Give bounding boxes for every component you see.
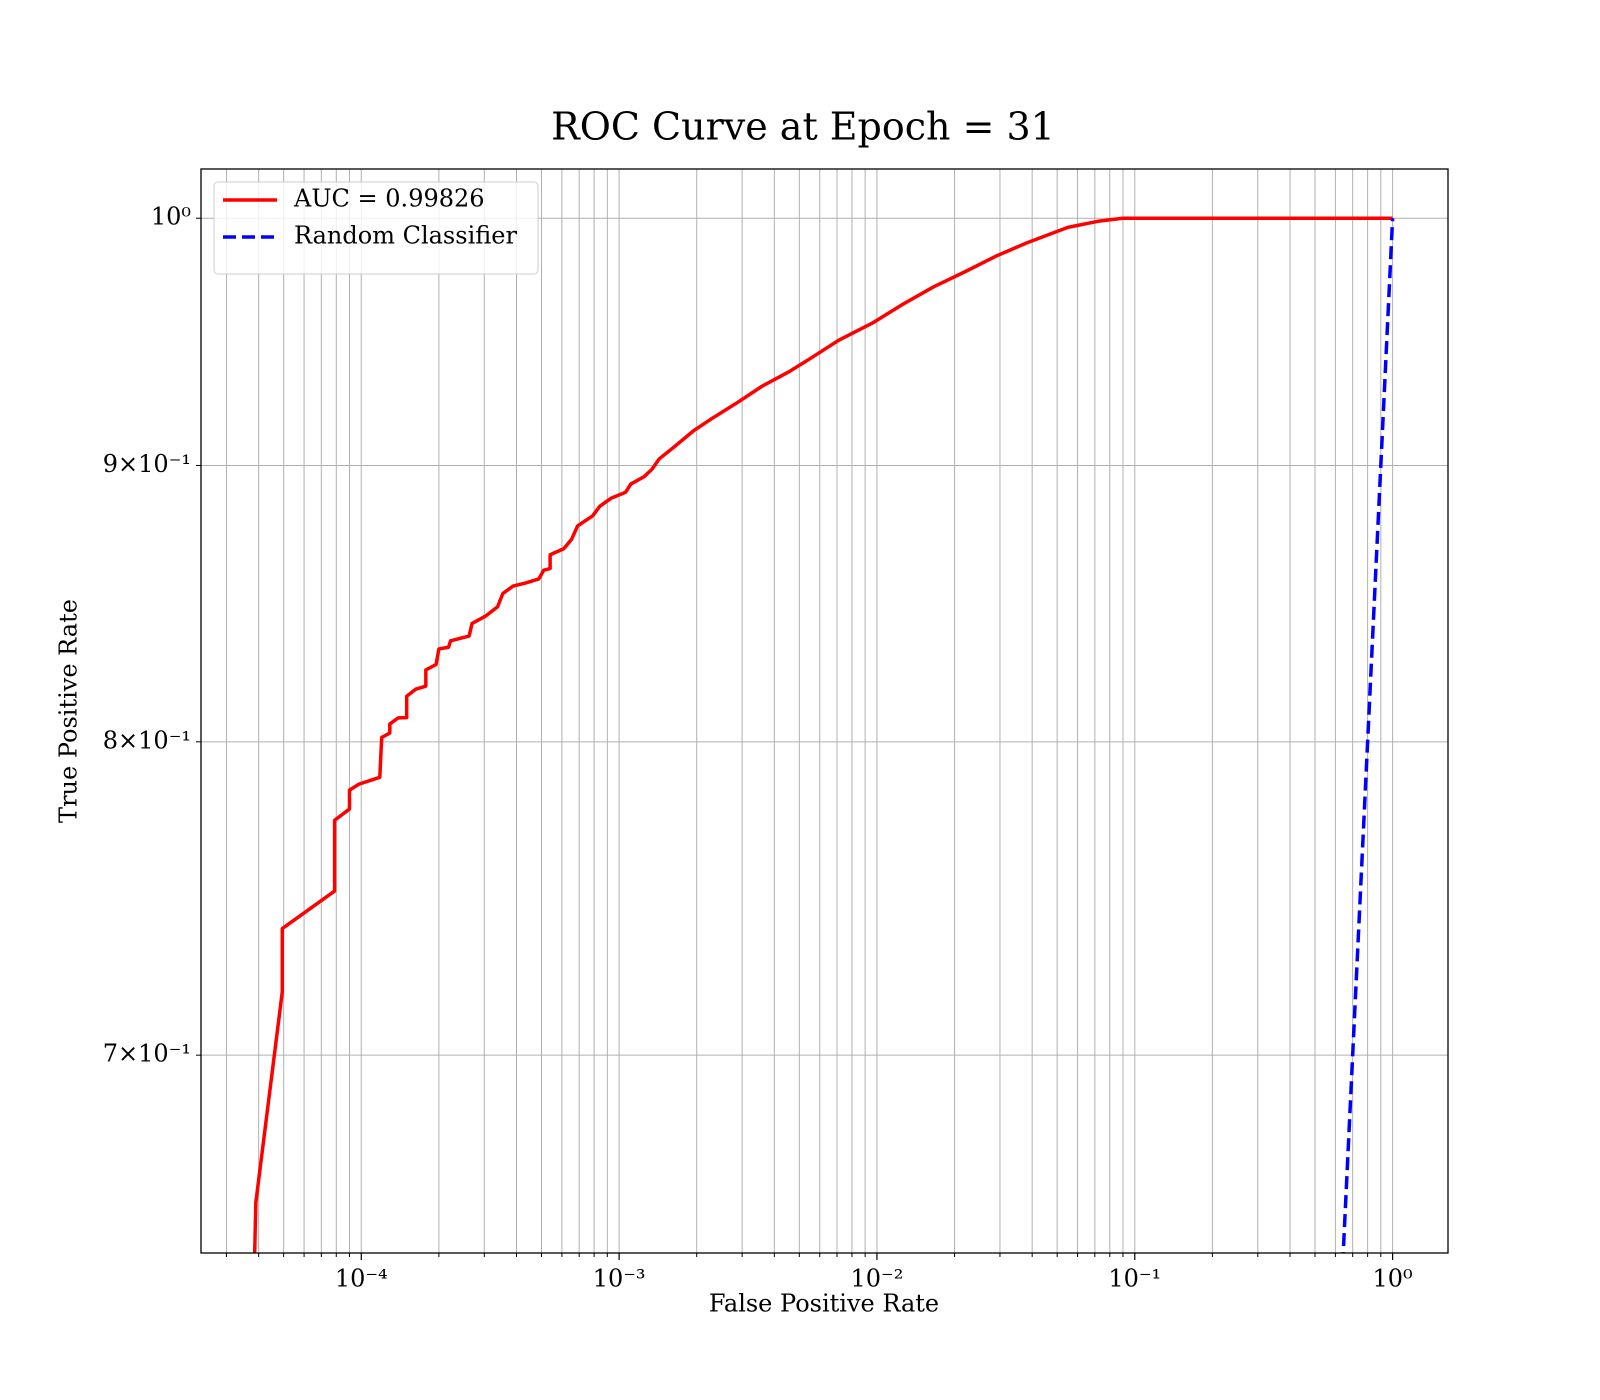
x-axis-label: False Positive Rate	[709, 1290, 939, 1318]
roc-line	[1341, 218, 1395, 1253]
grid	[201, 169, 1448, 1253]
x-tick-label: 10⁰	[1373, 1265, 1413, 1293]
roc-line	[252, 216, 1393, 1253]
plot-lines	[252, 216, 1395, 1253]
x-tick-label: 10⁻¹	[1108, 1265, 1161, 1293]
plot-frame	[200, 168, 1449, 1254]
ticks: 10⁻⁴ 10⁻³ 10⁻² 10⁻¹ 10⁰ 10⁰ 9×10⁻¹ 8×10⁻¹ 7×10⁻¹	[103, 203, 1413, 1293]
y-tick-label: 9×10⁻¹	[103, 450, 191, 478]
x-tick-label: 10⁻⁴	[335, 1265, 388, 1293]
legend-box	[213, 181, 539, 275]
y-tick-label: 7×10⁻¹	[103, 1040, 191, 1068]
legend-label: Random Classifier	[294, 222, 517, 250]
y-axis-label: True Positive Rate	[55, 599, 83, 823]
x-tick-label: 10⁻³	[593, 1265, 646, 1293]
y-tick-label: 10⁰	[151, 203, 191, 231]
legend: AUC = 0.99826 Random Classifier	[213, 181, 539, 275]
y-tick-label: 8×10⁻¹	[103, 726, 191, 754]
chart-title: ROC Curve at Epoch = 31	[551, 105, 1055, 149]
legend-label: AUC = 0.99826	[293, 185, 485, 213]
x-tick-label: 10⁻²	[851, 1265, 904, 1293]
